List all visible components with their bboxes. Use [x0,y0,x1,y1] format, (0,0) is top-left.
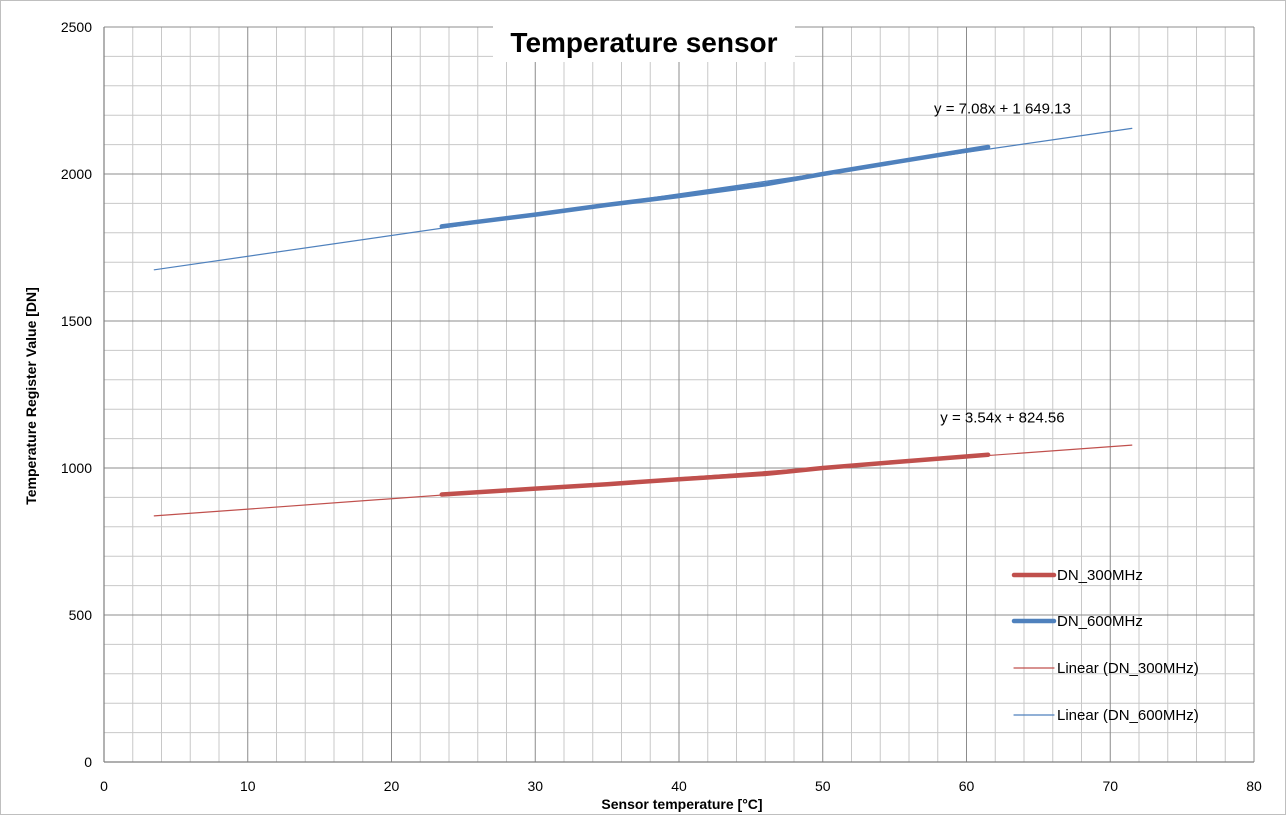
y-tick-label: 0 [84,754,92,770]
y-tick-label: 1500 [61,313,92,329]
x-tick-label: 10 [240,778,256,794]
series-line-dn-600mhz [439,144,991,229]
legend-label: Linear (DN_600MHz) [1057,707,1199,724]
x-tick-label: 80 [1246,778,1262,794]
trendline-equation-label: y = 7.08x + 1 649.13 [934,101,1071,118]
y-tick-label: 1000 [61,460,92,476]
x-axis-title: Sensor temperature [°C] [601,796,762,812]
grid-layer [103,26,1255,763]
y-tick-label: 2000 [61,166,92,182]
x-tick-label: 70 [1102,778,1118,794]
y-tick-label: 2500 [61,19,92,35]
legend-label: DN_600MHz [1057,613,1143,630]
legend: DN_300MHz DN_600MHz Linear (DN_300MHz) Line… [1011,567,1199,724]
series-line-dn-300mhz [439,452,991,497]
x-tick-label: 50 [815,778,831,794]
tick-labels: 0 10 20 30 40 50 60 70 80 0 500 1000 1500 2000 2500 [61,19,1262,794]
legend-label: DN_300MHz [1057,567,1143,584]
chart-title-background [493,20,795,62]
chart-title: Temperature sensor [510,27,777,58]
series-layer [153,127,1133,517]
legend-label: Linear (DN_300MHz) [1057,660,1199,677]
x-tick-label: 60 [959,778,975,794]
y-tick-label: 500 [69,607,93,623]
x-tick-label: 20 [384,778,400,794]
annotation-layer: y = 7.08x + 1 649.13 y = 3.54x + 824.56 [934,101,1071,427]
y-axis-title: Temperature Register Value [DN] [23,287,39,505]
x-tick-label: 0 [100,778,108,794]
x-tick-label: 40 [671,778,687,794]
trendline-equation-label: y = 3.54x + 824.56 [940,409,1064,426]
x-tick-label: 30 [527,778,543,794]
